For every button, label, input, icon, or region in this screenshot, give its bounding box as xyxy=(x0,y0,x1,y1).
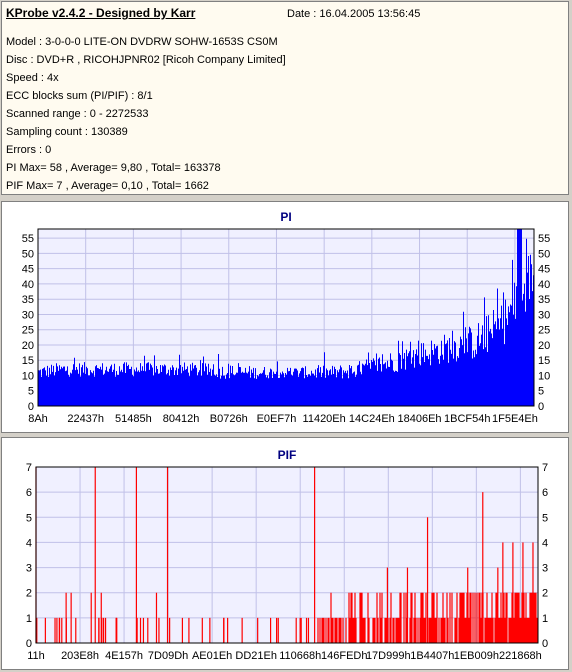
info-ecc: ECC blocks sum (PI/PIF) : 8/1 xyxy=(6,90,153,102)
pif-ytick-right: 4 xyxy=(542,537,548,549)
pi-xtick: 80412h xyxy=(163,413,200,425)
pi-ytick-left: 20 xyxy=(22,340,34,352)
pi-ytick-right: 55 xyxy=(538,233,550,245)
pif-xtick: 1B4407h xyxy=(410,650,454,662)
pif-xtick: 221868h xyxy=(499,650,542,662)
pif-chart: PIF 0 0 1 1 2 2 3 3 4 4 5 5 6 6 7 7 11h 203E8h 4E157h 7D09Dh… xyxy=(26,448,548,662)
pif-ytick-left: 7 xyxy=(26,462,32,474)
pif-ytick-left: 2 xyxy=(26,588,32,600)
pi-ytick-left: 35 xyxy=(22,294,34,306)
pi-ytick-left: 30 xyxy=(22,309,34,321)
pif-ytick-left: 3 xyxy=(26,563,32,575)
pi-ytick-left: 50 xyxy=(22,248,34,260)
pif-plot-border xyxy=(35,466,539,644)
info-sampling: Sampling count : 130389 xyxy=(6,126,128,138)
pi-ytick-right: 20 xyxy=(538,340,550,352)
pif-plot-area xyxy=(36,467,538,643)
pi-ytick-left: 5 xyxy=(28,386,34,398)
pi-ytick-left: 15 xyxy=(22,355,34,367)
pi-ytick-left: 40 xyxy=(22,279,34,291)
pi-ytick-right: 25 xyxy=(538,325,550,337)
pif-xtick: 17D999h xyxy=(366,650,411,662)
pi-ytick-left: 10 xyxy=(22,370,34,382)
pif-ytick-right: 0 xyxy=(542,638,548,650)
pi-xtick: 1BCF54h xyxy=(444,413,490,425)
info-panel: KProbe v2.4.2 - Designed by Karr Date : … xyxy=(1,1,569,195)
pif-xtick: AE01Eh xyxy=(192,650,232,662)
pi-series-area xyxy=(38,229,534,406)
pif-xtick: DD21Eh xyxy=(235,650,277,662)
pi-ytick-right: 10 xyxy=(538,370,550,382)
pi-ytick-right: 15 xyxy=(538,355,550,367)
pif-ytick-right: 5 xyxy=(542,512,548,524)
pif-xtick: 4E157h xyxy=(105,650,143,662)
pif-xtick: 7D09Dh xyxy=(148,650,188,662)
info-pi-stats: PI Max= 58 , Average= 9,80 , Total= 1633… xyxy=(6,162,221,174)
info-range: Scanned range : 0 - 2272533 xyxy=(6,108,149,120)
pi-ytick-right: 5 xyxy=(538,386,544,398)
pif-xtick: 110668h xyxy=(279,650,321,662)
pi-ytick-right: 50 xyxy=(538,248,550,260)
pif-ytick-left: 5 xyxy=(26,512,32,524)
pif-chart-panel: PIF 0 0 1 1 2 2 3 3 4 4 5 5 6 6 7 7 11h 203E8h 4E157h 7D09Dh… xyxy=(1,437,569,670)
info-pif-stats: PIF Max= 7 , Average= 0,10 , Total= 1662 xyxy=(6,180,209,192)
pi-xtick: 51485h xyxy=(115,413,152,425)
scan-date: Date : 16.04.2005 13:56:45 xyxy=(287,8,421,20)
pi-ytick-right: 45 xyxy=(538,264,550,276)
info-model: Model : 3-0-0-0 LITE-ON DVDRW SOHW-1653S… xyxy=(6,36,278,48)
pi-ytick-left: 0 xyxy=(28,401,34,413)
pif-xtick: 1EB009h xyxy=(454,650,499,662)
pi-xtick: 1F5E4Eh xyxy=(492,413,538,425)
pi-xtick: 22437h xyxy=(67,413,104,425)
pi-xtick: 18406Eh xyxy=(398,413,442,425)
pif-xtick: 11h xyxy=(27,650,45,662)
info-errors: Errors : 0 xyxy=(6,144,52,156)
pif-ytick-left: 1 xyxy=(26,613,32,625)
pi-ytick-right: 30 xyxy=(538,309,550,321)
pif-ytick-left: 6 xyxy=(26,487,32,499)
pif-xtick: 203E8h xyxy=(61,650,99,662)
pi-xtick: B0726h xyxy=(210,413,248,425)
pif-title: PIF xyxy=(278,448,297,462)
pi-ytick-right: 0 xyxy=(538,401,544,413)
pif-ytick-left: 4 xyxy=(26,537,32,549)
info-speed: Speed : 4x xyxy=(6,72,59,84)
app-title: KProbe v2.4.2 - Designed by Karr xyxy=(6,6,196,20)
pi-xtick: 11420Eh xyxy=(303,413,346,425)
pif-ytick-right: 2 xyxy=(542,588,548,600)
pi-ytick-left: 25 xyxy=(22,325,34,337)
pif-ytick-right: 7 xyxy=(542,462,548,474)
pi-plot-border xyxy=(37,228,535,407)
pi-xtick: 14C24Eh xyxy=(349,413,395,425)
pi-ytick-left: 55 xyxy=(22,233,34,245)
pif-ytick-right: 6 xyxy=(542,487,548,499)
pi-xtick: E0EF7h xyxy=(257,413,297,425)
pi-title: PI xyxy=(280,210,291,224)
pif-ytick-right: 1 xyxy=(542,613,548,625)
info-disc: Disc : DVD+R , RICOHJPNR02 [Ricoh Compan… xyxy=(6,54,286,66)
pif-ytick-right: 3 xyxy=(542,563,548,575)
pif-xtick: 146FEDh xyxy=(321,650,367,662)
pi-xtick: 8Ah xyxy=(28,413,48,425)
pi-ytick-right: 40 xyxy=(538,279,550,291)
pi-ytick-left: 45 xyxy=(22,264,34,276)
pif-ytick-left: 0 xyxy=(26,638,32,650)
pi-ytick-right: 35 xyxy=(538,294,550,306)
pi-chart-panel: PI 0 0 5 5 10 10 15 15 20 20 25 25 30 30 35 35 40 40 45 45 50… xyxy=(1,201,569,433)
